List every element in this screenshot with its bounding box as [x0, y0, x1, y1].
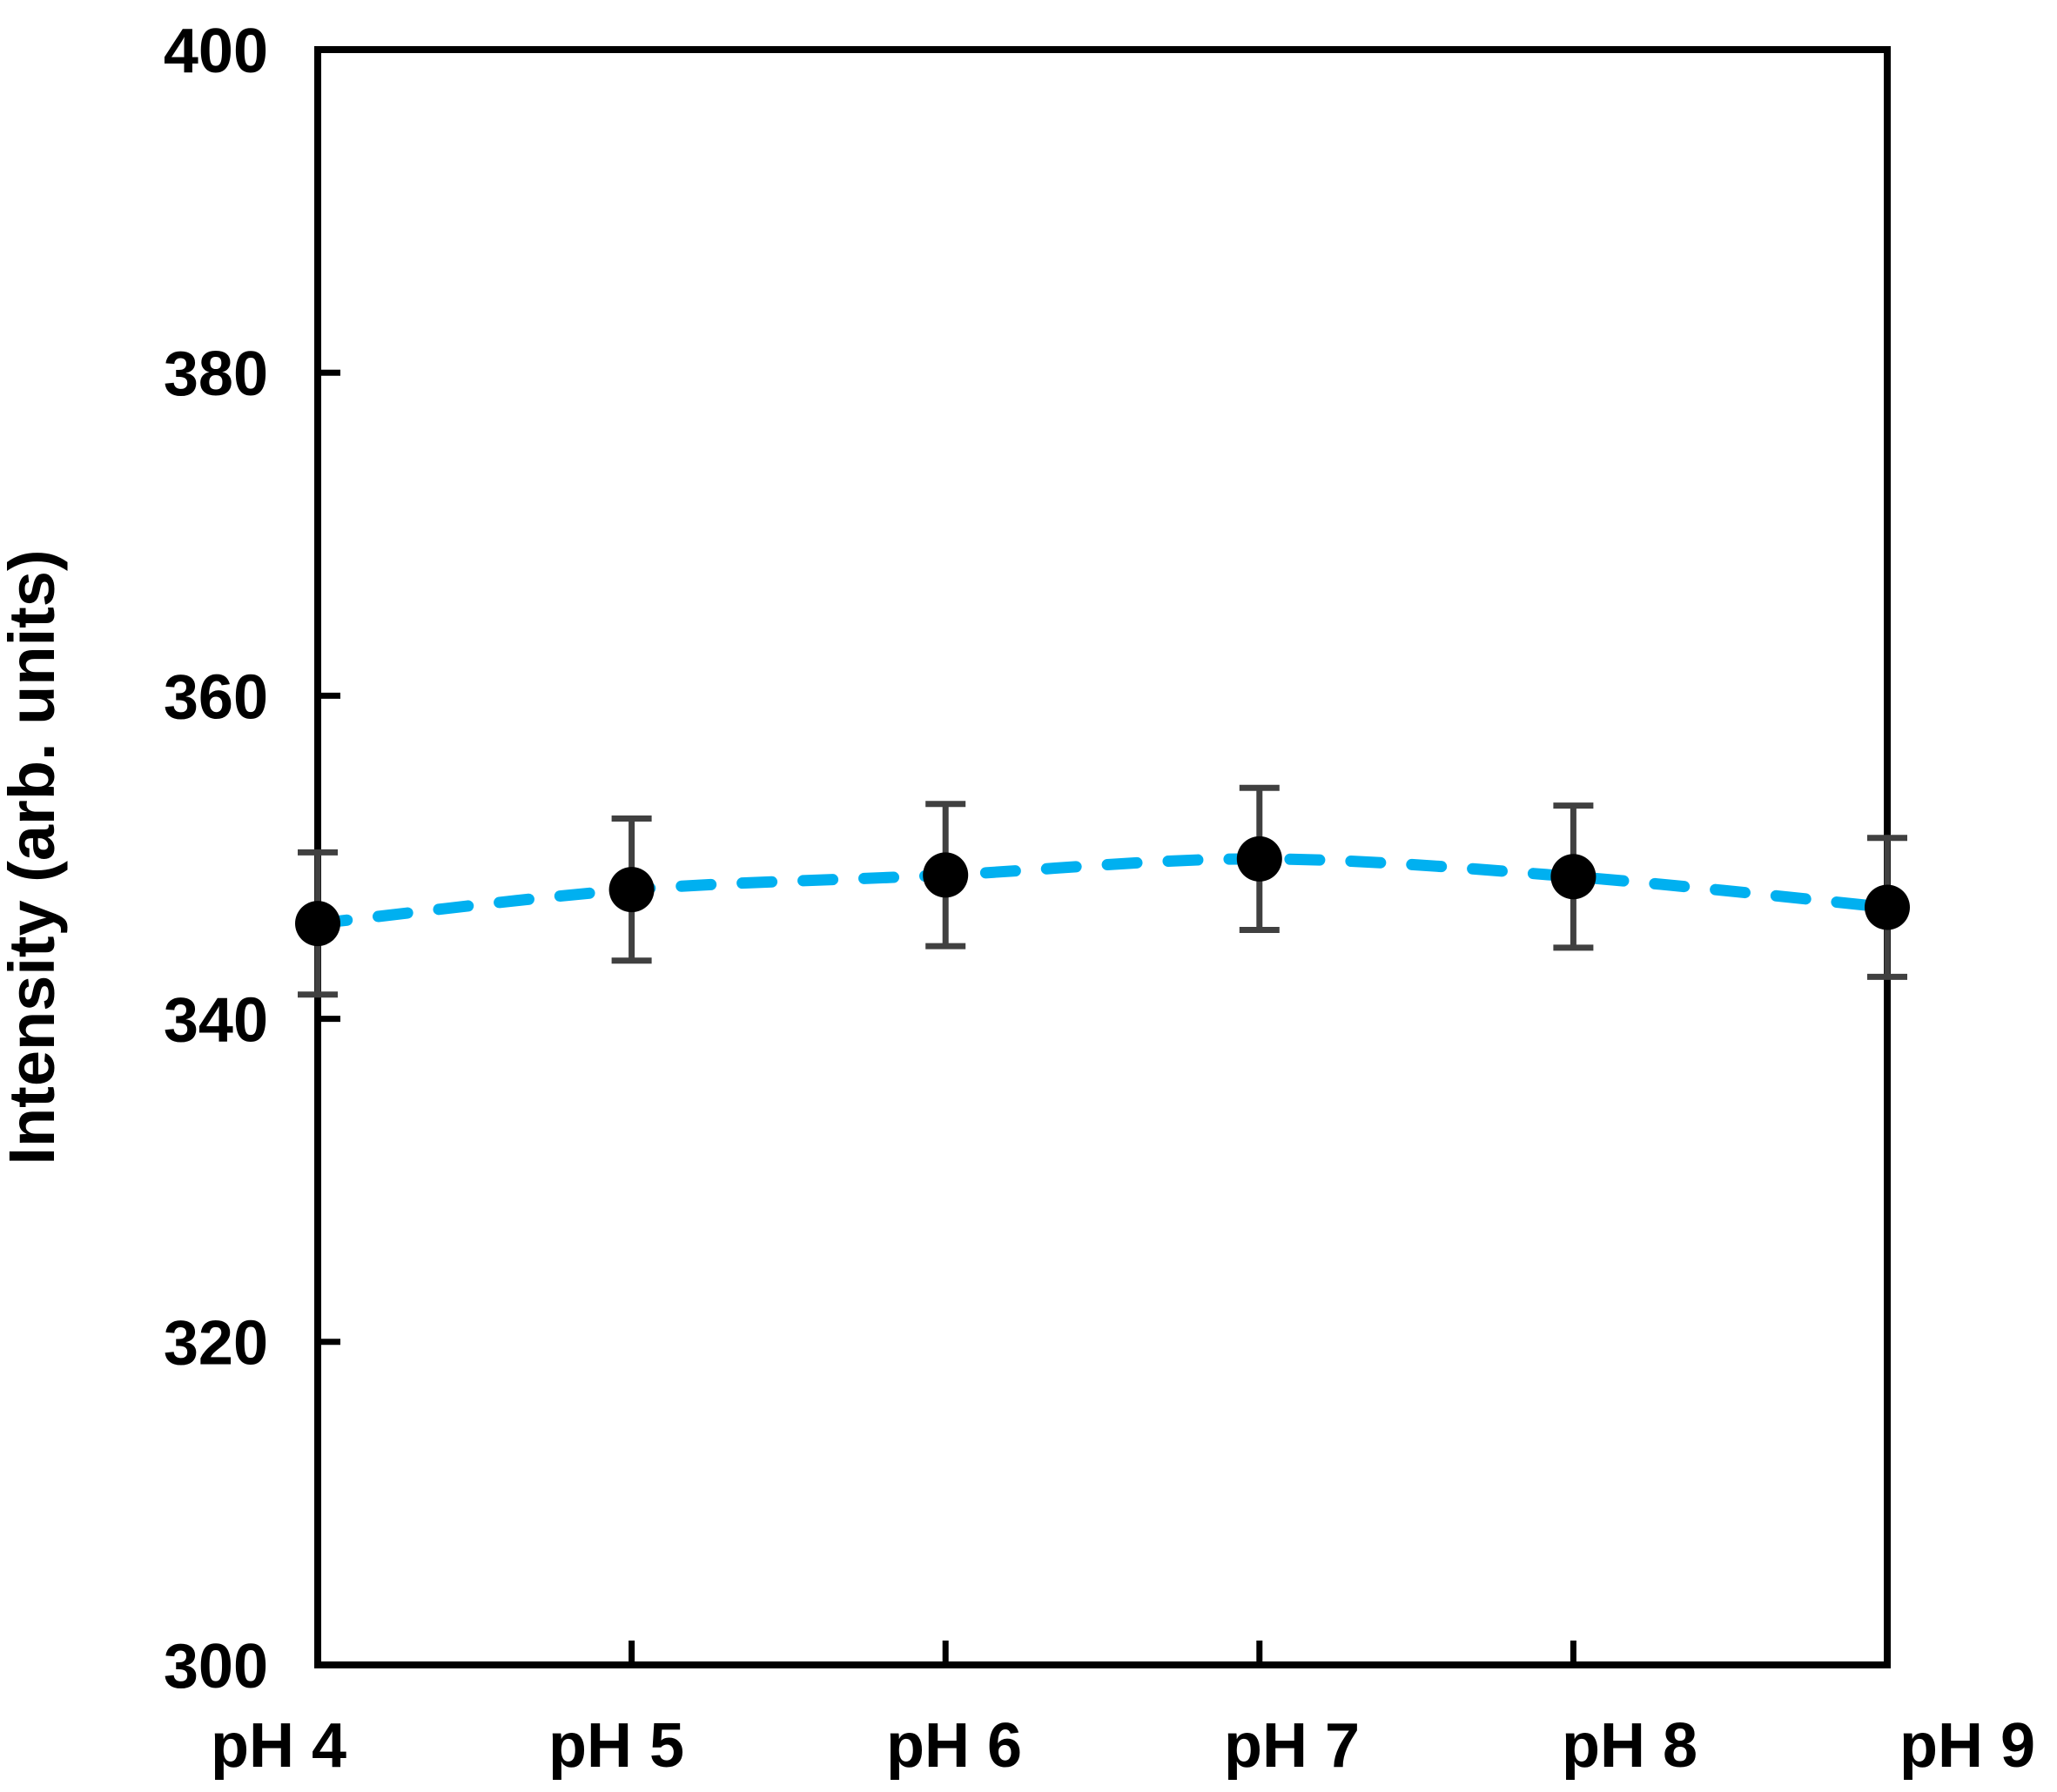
x-category-label: pH 5: [548, 1711, 684, 1781]
x-category-label: pH 7: [1224, 1711, 1360, 1781]
series-line: [312, 853, 1893, 930]
data-point: [1236, 836, 1282, 882]
x-category-label: pH 4: [211, 1711, 346, 1781]
data-point: [608, 867, 655, 913]
y-tick-label: 380: [164, 339, 268, 409]
y-tick-label: 400: [164, 17, 268, 86]
y-tick-label: 320: [164, 1309, 268, 1379]
x-category-label: pH 8: [1562, 1711, 1697, 1781]
data-point: [1865, 884, 1910, 930]
y-tick-label: 340: [164, 986, 268, 1056]
data-point: [1550, 854, 1597, 900]
y-tick-label: 300: [164, 1632, 268, 1701]
y-axis-title: Intensity (arb. units): [0, 549, 68, 1164]
x-category-label: pH 6: [886, 1711, 1022, 1781]
plot-border: [314, 46, 1891, 1668]
data-point: [295, 901, 340, 947]
data-point: [923, 852, 969, 898]
y-tick-label: 360: [164, 662, 268, 732]
x-category-label: pH 9: [1899, 1711, 2035, 1781]
